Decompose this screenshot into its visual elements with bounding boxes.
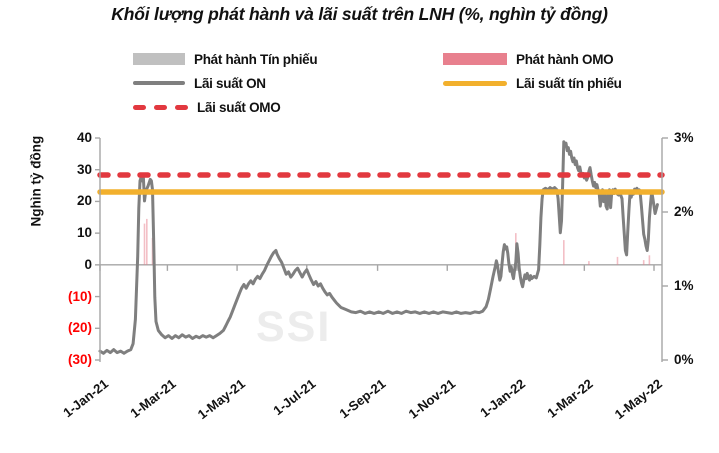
legend-label-tin-phieu-line: Lãi suất tín phiếu xyxy=(516,75,622,91)
omo-bars xyxy=(143,223,146,265)
y-left-tick-label: 0 xyxy=(84,256,92,272)
legend-label-on-line: Lãi suất ON xyxy=(194,75,266,91)
omo-bars xyxy=(563,240,565,265)
legend-item-on-line: Lãi suất ON xyxy=(133,75,266,91)
omo-bars xyxy=(146,218,148,265)
y-right-tick-label: 0% xyxy=(674,352,694,367)
omo-bars xyxy=(616,256,619,265)
omo-bars xyxy=(642,260,645,265)
y-right-tick-label: 2% xyxy=(674,204,694,219)
y-right-tick-label: 3% xyxy=(674,130,694,145)
y-left-tick-label: (10) xyxy=(67,288,92,304)
y-left-tick-label: (30) xyxy=(67,352,92,367)
ssi-watermark: SSI xyxy=(256,303,332,351)
legend-label-omo-line: Lãi suất OMO xyxy=(197,99,281,115)
omo-bars xyxy=(648,255,651,265)
on-rate-line xyxy=(98,140,659,355)
legend-item-tin-phieu-bar: Phát hành Tín phiếu xyxy=(133,51,318,67)
legend-item-omo-line: Lãi suất OMO xyxy=(133,99,281,115)
omo-bars xyxy=(588,261,590,265)
y-left-tick-label: (20) xyxy=(67,320,92,336)
legend-label-tin-phieu-bar: Phát hành Tín phiếu xyxy=(194,51,318,67)
y-left-tick-label: 20 xyxy=(76,193,92,209)
legend-item-omo-bar: Phát hành OMO xyxy=(443,51,614,67)
legend-swatch-tin-phieu-line xyxy=(443,80,507,86)
legend-label-omo-bar: Phát hành OMO xyxy=(516,51,614,67)
legend-swatch-tin-phieu-bar xyxy=(133,53,185,65)
y-left-tick-label: 30 xyxy=(76,161,92,177)
y-left-tick-label: 10 xyxy=(76,225,92,241)
legend-swatch-omo-bar xyxy=(443,53,507,65)
legend-item-tin-phieu-line: Lãi suất tín phiếu xyxy=(443,75,622,91)
y-right-tick-label: 1% xyxy=(674,278,694,293)
chart-title: Khối lượng phát hành và lãi suất trên LN… xyxy=(111,4,608,24)
legend-swatch-on-line xyxy=(133,81,185,85)
y-left-tick-label: 40 xyxy=(76,130,92,145)
legend-swatch-omo-line xyxy=(133,104,188,110)
